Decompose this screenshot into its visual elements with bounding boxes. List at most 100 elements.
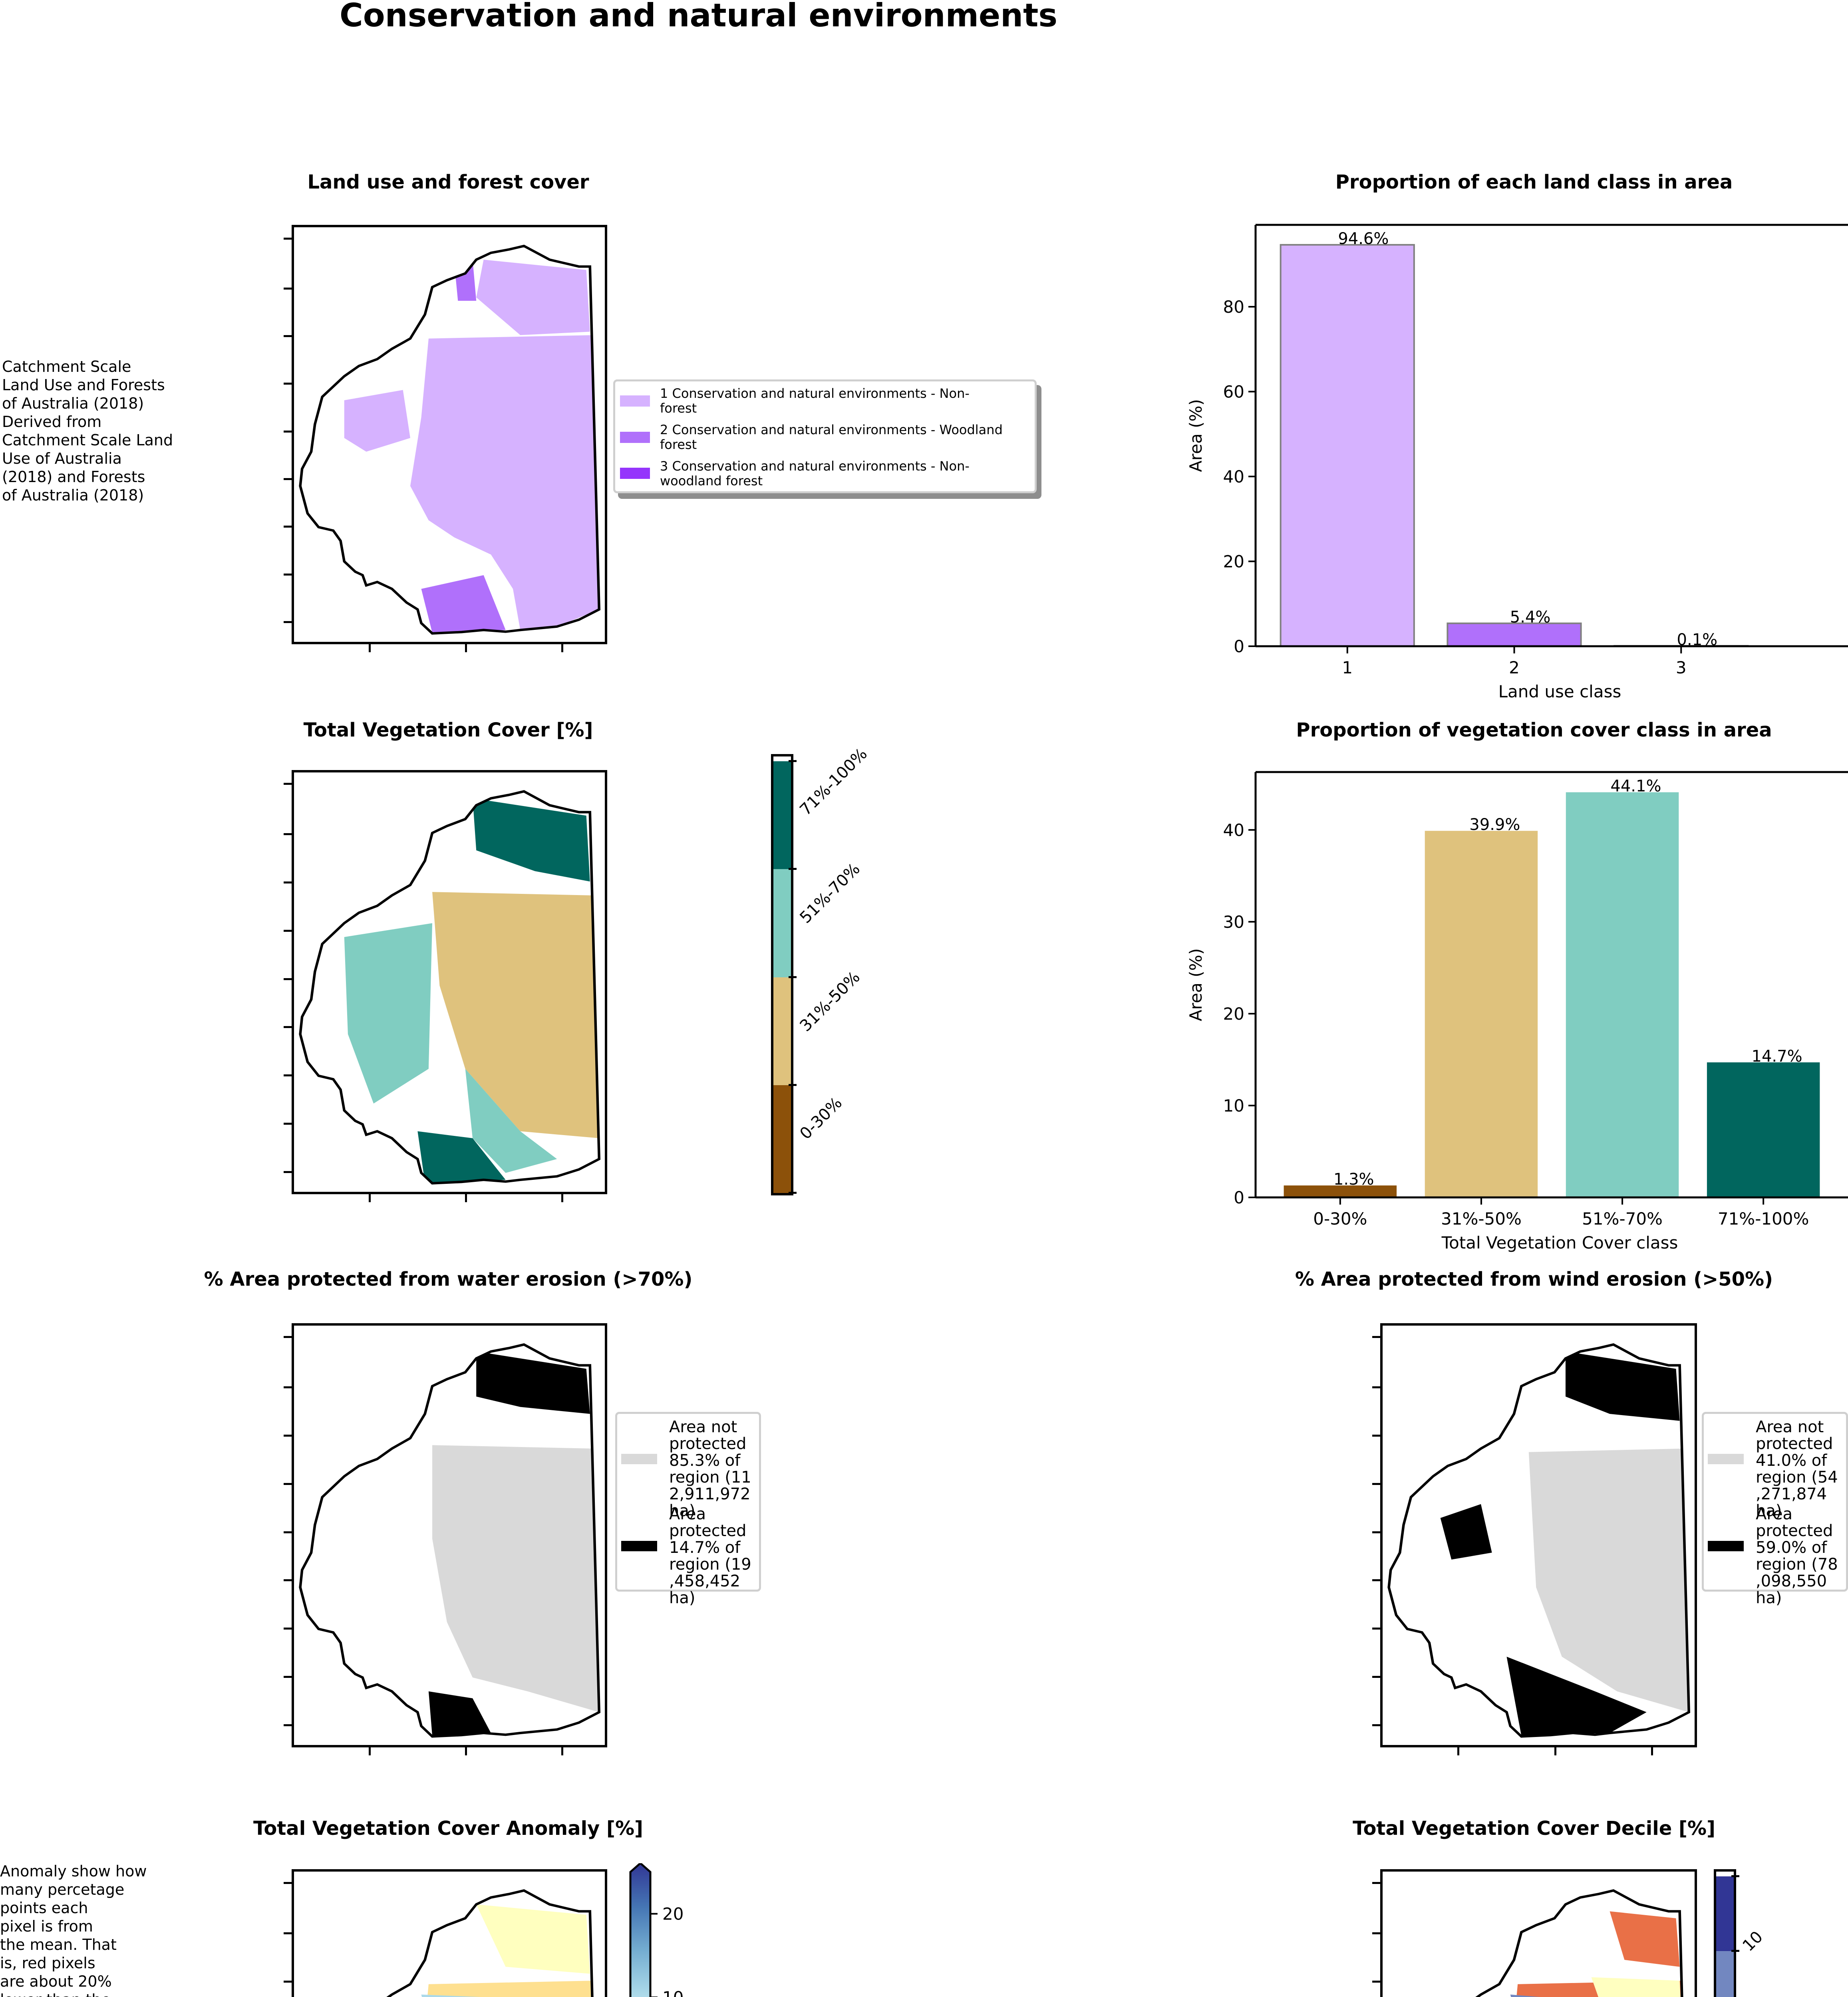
- legend-swatch-class-2: [620, 432, 650, 443]
- map-region: [344, 390, 410, 452]
- y-tick-label: 40: [1223, 820, 1244, 840]
- veg-class-bar-chart: 1.3% 0-30% 39.9% 31%-50% 44.1% 51%-70% 14.7% 71…: [1186, 771, 1848, 1253]
- region-boundary: [299, 1343, 601, 1738]
- colorbar-tick: [1731, 1875, 1739, 1877]
- y-axis-label: Area (%): [1186, 399, 1206, 472]
- veg-cover-map: [284, 770, 607, 1202]
- x-tick-label: 1: [1342, 658, 1353, 677]
- veg-cover-colorbar: 0-30% 31%-50% 51%-70% 71%-100%: [771, 745, 871, 1195]
- y-tick-label: 80: [1223, 297, 1244, 317]
- water-erosion-map: [284, 1323, 607, 1755]
- y-tick-label: 10: [1223, 1096, 1244, 1116]
- land-class-chart-title: Proportion of each land class in area: [1335, 171, 1733, 193]
- decile-map-title: Total Vegetation Cover Decile [%]: [1353, 1817, 1715, 1840]
- legend-label-protected: Area protected 59.0% of region (78 ,098,…: [1756, 1505, 1838, 1607]
- bar-51%-70%: [1566, 792, 1679, 1197]
- anomaly-description: Anomaly show how many percetage points e…: [0, 1862, 147, 1997]
- colorbar-segment-51%-70%: [773, 869, 791, 977]
- water-erosion-map-canvas: [299, 1343, 601, 1738]
- map-region: [1565, 1351, 1680, 1421]
- data-label: 14.7%: [1752, 1047, 1802, 1066]
- x-tick-label: 3: [1676, 658, 1687, 677]
- legend-label-class-2: 2 Conservation and natural environments …: [660, 422, 1003, 452]
- wind-erosion-legend: Area not protected 41.0% of region (54 ,…: [1702, 1412, 1848, 1606]
- anomaly-colorbar: 20100−10−20: [629, 1863, 684, 1997]
- colorbar-segment-10: [1716, 1876, 1734, 1951]
- y-tick-label: 0: [1234, 1188, 1244, 1207]
- y-tick-label: 0: [1234, 637, 1244, 656]
- map-region: [1610, 1911, 1680, 1967]
- colorbar-label: 71%-100%: [796, 744, 871, 820]
- map-region: [417, 1131, 506, 1183]
- legend-swatch-class-1: [620, 395, 650, 407]
- x-tick-label: 0-30%: [1313, 1209, 1367, 1229]
- colorbar-label: 0-30%: [796, 1094, 846, 1143]
- bar-71%-100%: [1707, 1062, 1820, 1197]
- y-tick-label: 40: [1223, 467, 1244, 486]
- map-region: [421, 575, 506, 633]
- x-tick-label: 31%-50%: [1441, 1209, 1522, 1229]
- colorbar-tick-label: 20: [662, 1904, 684, 1924]
- region-boundary: [299, 244, 601, 635]
- colorbar-tick: [789, 1192, 797, 1194]
- y-tick-label: 20: [1223, 552, 1244, 572]
- map-region: [432, 892, 599, 1138]
- legend-swatch-protected: [1708, 1541, 1744, 1551]
- decile-colorbar: 12-34-78-910: [1714, 1869, 1767, 1997]
- region-boundary: [299, 790, 601, 1185]
- data-label: 44.1%: [1610, 777, 1661, 796]
- colorbar-segment-0-30%: [773, 1085, 791, 1193]
- veg-class-chart-title: Proportion of vegetation cover class in …: [1296, 719, 1772, 741]
- colorbar-segment-71%-100%: [773, 761, 791, 869]
- land-use-legend: 1 Conservation and natural environments …: [613, 379, 1037, 493]
- map-region: [476, 1904, 590, 1974]
- legend-label-class-1: 1 Conservation and natural environments …: [660, 386, 970, 416]
- x-tick-label: 2: [1509, 658, 1520, 677]
- map-region: [1591, 1977, 1683, 1997]
- anomaly-map: [284, 1869, 607, 1997]
- colorbar-tick: [1731, 1949, 1739, 1952]
- colorbar-tick-label: 10: [662, 1988, 684, 1997]
- page-title: Conservation and natural environments: [340, 0, 1057, 34]
- colorbar-label: 51%-70%: [796, 860, 864, 927]
- land-use-map: [284, 225, 607, 652]
- x-tick-label: 71%-100%: [1718, 1209, 1809, 1229]
- veg-cover-map-title: Total Vegetation Cover [%]: [303, 719, 593, 741]
- colorbar-label: 10: [1739, 1928, 1767, 1955]
- decile-map: [1372, 1869, 1697, 1997]
- bar-2: [1447, 622, 1582, 647]
- map-region: [476, 1351, 590, 1414]
- wind-erosion-map-title: % Area protected from wind erosion (>50%…: [1295, 1268, 1773, 1290]
- y-tick-label: 60: [1223, 382, 1244, 402]
- water-erosion-legend: Area not protected 85.3% of region (11 2…: [615, 1412, 761, 1606]
- legend-label-class-3: 3 Conservation and natural environments …: [660, 459, 970, 488]
- region-boundary: [1475, 1889, 1683, 1997]
- veg-cover-map-canvas: [299, 790, 601, 1185]
- map-region: [465, 1069, 557, 1173]
- data-label: 1.3%: [1333, 1170, 1374, 1189]
- legend-swatch-not-protected: [621, 1454, 657, 1464]
- map-region: [432, 1445, 599, 1712]
- map-region: [454, 260, 477, 301]
- data-label: 94.6%: [1338, 230, 1389, 248]
- x-axis-label: Land use class: [1498, 682, 1621, 701]
- legend-swatch-not-protected: [1708, 1454, 1744, 1464]
- water-erosion-map-title: % Area protected from water erosion (>70…: [204, 1268, 693, 1290]
- data-label: 5.4%: [1510, 608, 1551, 627]
- anomaly-colorbar-gradient: [629, 1863, 652, 1997]
- region-boundary: [1387, 1343, 1690, 1738]
- land-use-map-canvas: [299, 244, 601, 635]
- colorbar-segment-8-9: [1716, 1951, 1734, 1997]
- map-region: [410, 1981, 599, 1997]
- colorbar-tick: [789, 1084, 797, 1086]
- map-region: [1528, 1448, 1689, 1712]
- map-region: [473, 798, 590, 882]
- anomaly-map-canvas: [386, 1889, 599, 1997]
- bar-31%-50%: [1425, 831, 1538, 1197]
- colorbar-tick: [789, 760, 797, 762]
- colorbar-segment-31%-50%: [773, 977, 791, 1085]
- map-region: [476, 260, 590, 335]
- map-region: [410, 335, 599, 630]
- legend-label-protected: Area protected 14.7% of region (19 ,458,…: [669, 1505, 751, 1607]
